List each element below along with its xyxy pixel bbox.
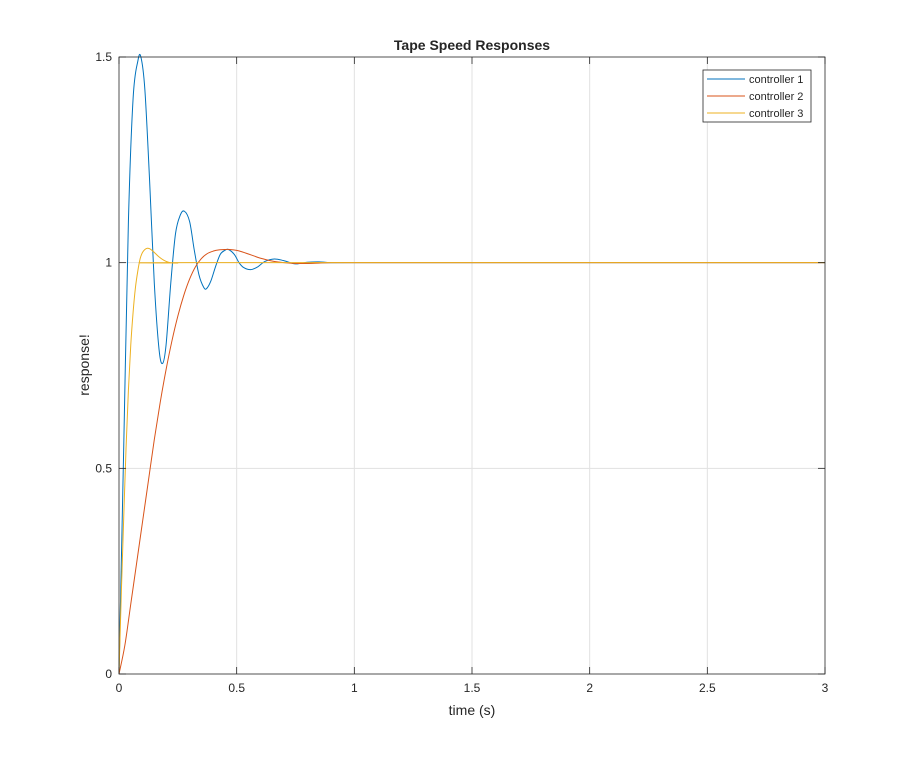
tick-marks xyxy=(118,56,826,675)
x-tick-label: 0.5 xyxy=(228,681,245,695)
legend-label-controller-3: controller 3 xyxy=(749,108,803,120)
chart-title: Tape Speed Responses xyxy=(394,37,550,53)
series-line-controller-3 xyxy=(118,247,826,675)
y-axis-label: response! xyxy=(76,334,92,395)
series-layer xyxy=(118,53,826,675)
x-tick-labels: 0 0.5 1 1.5 2 2.5 3 xyxy=(116,681,829,695)
x-axis-label: time (s) xyxy=(449,702,496,718)
y-tick-labels: 0 0.5 1 1.5 xyxy=(95,50,112,681)
series-line-controller-2 xyxy=(118,248,825,675)
x-tick-label: 0 xyxy=(116,681,123,695)
legend-label-controller-1: controller 1 xyxy=(749,74,803,86)
x-tick-label: 2 xyxy=(586,681,593,695)
x-tick-label: 2.5 xyxy=(699,681,716,695)
legend-label-controller-2: controller 2 xyxy=(749,91,803,103)
y-tick-label: 1 xyxy=(105,256,112,270)
y-tick-label: 0 xyxy=(105,667,112,681)
y-tick-label: 0.5 xyxy=(95,461,112,475)
x-tick-label: 1 xyxy=(351,681,358,695)
x-tick-label: 1.5 xyxy=(464,681,481,695)
legend[interactable]: controller 1 controller 2 controller 3 xyxy=(702,69,812,123)
x-tick-label: 3 xyxy=(822,681,829,695)
y-tick-label: 1.5 xyxy=(95,50,112,64)
